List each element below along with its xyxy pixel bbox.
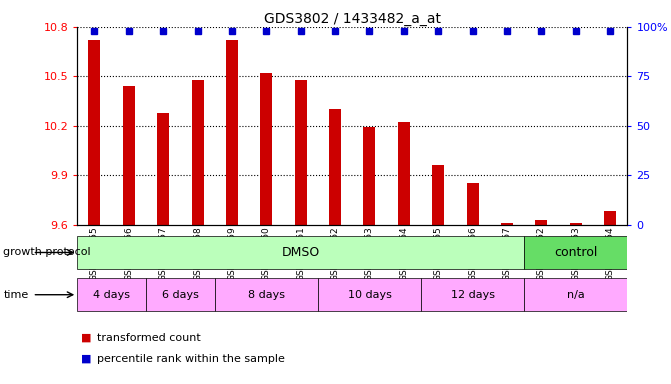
Text: time: time (3, 290, 29, 300)
Text: n/a: n/a (567, 290, 584, 300)
Bar (501, 223, 513, 225)
Text: DMSO: DMSO (282, 246, 320, 259)
Bar (524, 236, 627, 269)
Text: ■: ■ (81, 333, 91, 343)
Bar (89, 40, 101, 225)
Bar (295, 79, 307, 225)
Bar (318, 278, 421, 311)
Bar (570, 223, 582, 225)
Bar (535, 220, 548, 225)
Text: ■: ■ (81, 354, 91, 364)
Bar (157, 113, 169, 225)
Bar (604, 212, 616, 225)
Bar (524, 278, 627, 311)
Text: 10 days: 10 days (348, 290, 391, 300)
Bar (466, 184, 478, 225)
Text: transformed count: transformed count (97, 333, 201, 343)
Bar (329, 109, 341, 225)
Bar (226, 40, 238, 225)
Text: percentile rank within the sample: percentile rank within the sample (97, 354, 285, 364)
Text: 4 days: 4 days (93, 290, 130, 300)
Text: 6 days: 6 days (162, 290, 199, 300)
Bar (398, 122, 410, 225)
Bar (123, 86, 135, 225)
Bar (215, 278, 318, 311)
Text: 8 days: 8 days (248, 290, 285, 300)
Bar (421, 278, 524, 311)
Text: control: control (554, 246, 597, 259)
Bar (146, 278, 215, 311)
Bar (260, 73, 272, 225)
Bar (191, 79, 203, 225)
Bar (432, 165, 444, 225)
Text: growth protocol: growth protocol (3, 247, 91, 258)
Text: 12 days: 12 days (451, 290, 495, 300)
Bar (364, 127, 376, 225)
Bar (77, 236, 524, 269)
Title: GDS3802 / 1433482_a_at: GDS3802 / 1433482_a_at (264, 12, 441, 26)
Bar (77, 278, 146, 311)
